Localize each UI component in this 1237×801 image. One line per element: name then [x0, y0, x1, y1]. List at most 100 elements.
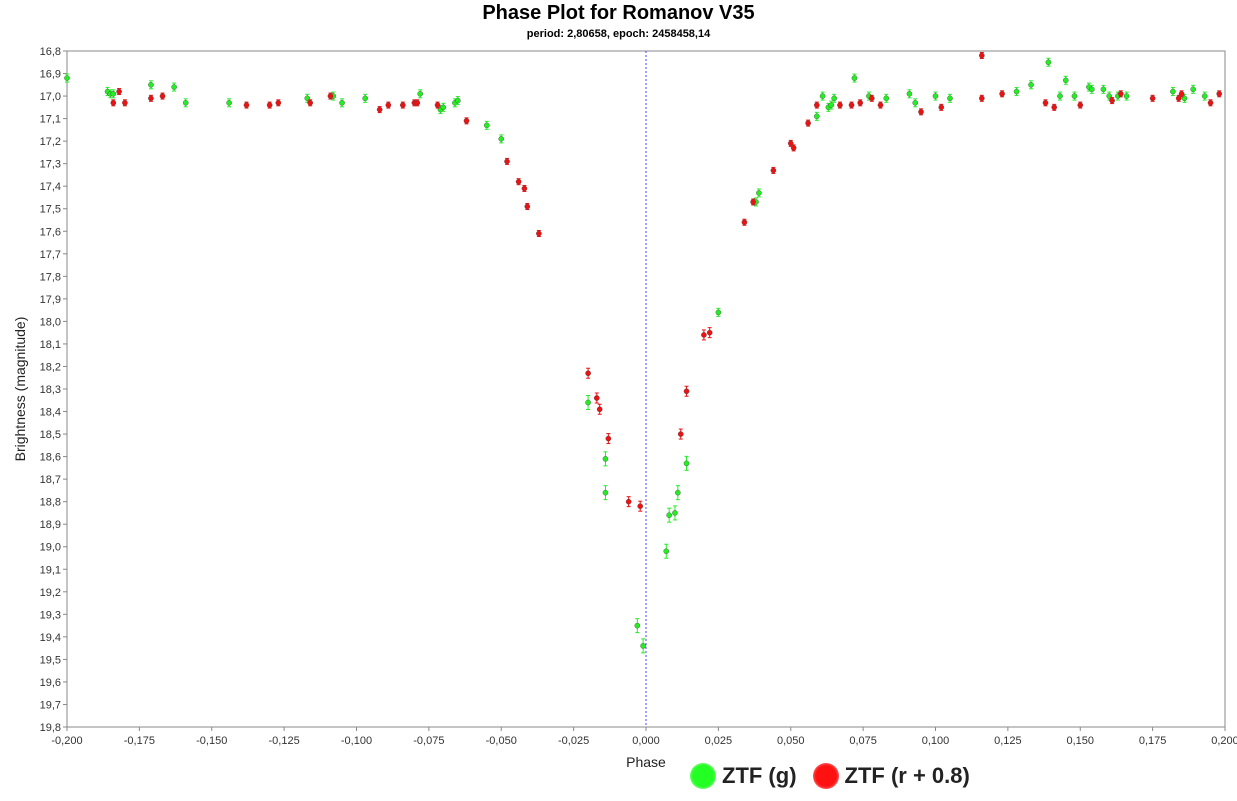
data-point [148, 95, 154, 102]
data-point [979, 95, 985, 102]
data-point [634, 622, 641, 629]
data-point [1057, 93, 1063, 99]
data-point [814, 113, 820, 120]
data-point [171, 84, 177, 90]
x-tick-label: 0,150 [1066, 735, 1094, 747]
data-point [182, 100, 189, 106]
legend-red-dot-icon [812, 763, 839, 789]
data-point [64, 75, 70, 81]
data-point [1077, 102, 1084, 108]
data-point [536, 230, 542, 237]
chart-subtitle: period: 2,80658, epoch: 2458458,14 [526, 28, 711, 40]
data-point [1089, 86, 1095, 93]
y-tick-label: 19,5 [40, 654, 61, 666]
data-point [1013, 88, 1020, 95]
x-tick-label: 0,175 [1139, 735, 1167, 747]
y-tick-label: 18,6 [40, 452, 61, 464]
data-point [524, 203, 531, 210]
y-tick-label: 18,9 [40, 519, 61, 531]
y-tick-label: 17,4 [40, 181, 61, 193]
data-point [666, 512, 672, 518]
y-tick-label: 18,1 [40, 339, 61, 351]
legend: ZTF (g) ZTF (r + 0.8) [690, 760, 978, 792]
data-point [226, 100, 232, 106]
data-point [1207, 100, 1214, 106]
data-point [683, 388, 690, 395]
data-point [585, 370, 591, 377]
y-tick-label: 17,8 [40, 271, 61, 283]
data-point [483, 122, 490, 129]
data-point [122, 100, 128, 106]
data-point [275, 100, 282, 106]
x-tick-label: -0,200 [51, 735, 82, 747]
data-point [1071, 93, 1078, 99]
y-tick-label: 18,7 [40, 474, 61, 486]
data-point [1051, 104, 1057, 111]
data-point [602, 489, 609, 496]
data-point [417, 91, 423, 97]
y-tick-label: 19,8 [40, 722, 61, 734]
data-point [877, 102, 884, 108]
data-point [521, 185, 528, 192]
data-point [1109, 97, 1115, 104]
y-tick-label: 17,7 [40, 249, 61, 261]
legend-green-dot-icon [690, 763, 716, 789]
data-point [932, 93, 939, 99]
data-point [327, 93, 334, 99]
x-tick-label: -0,175 [124, 735, 155, 747]
y-tick-label: 17,2 [40, 136, 61, 148]
data-point [307, 100, 313, 106]
data-point [906, 91, 913, 97]
x-tick-label: -0,100 [341, 735, 372, 747]
y-tick-label: 17,6 [40, 226, 61, 238]
data-point [912, 100, 919, 106]
y-tick-label: 18,2 [40, 361, 61, 373]
data-point [159, 93, 166, 99]
data-point [385, 102, 392, 108]
x-tick-label: -0,025 [558, 735, 589, 747]
y-tick-label: 19,3 [40, 609, 61, 621]
x-tick-label: 0,125 [994, 735, 1022, 747]
data-point [148, 82, 154, 88]
data-point [455, 97, 461, 104]
y-tick-label: 18,8 [40, 497, 61, 509]
y-axis-label: Brightness (magnitude) [12, 317, 28, 462]
x-tick-label: -0,075 [413, 735, 444, 747]
y-tick-label: 19,1 [40, 564, 61, 576]
data-point [701, 332, 707, 338]
data-point [1170, 88, 1176, 95]
data-point [596, 406, 603, 413]
x-tick-label: 0,100 [922, 735, 950, 747]
data-point [857, 100, 864, 106]
data-point [938, 104, 945, 111]
data-point [266, 102, 273, 108]
legend-label-r: ZTF (r + 0.8) [844, 763, 970, 788]
data-point [848, 102, 855, 108]
data-point [831, 95, 837, 102]
data-point [1117, 91, 1124, 97]
data-point [1062, 77, 1069, 84]
data-point [814, 102, 820, 108]
y-tick-label: 17,9 [40, 294, 61, 306]
x-tick-label: 0,050 [777, 735, 805, 747]
legend-item-r: ZTF (r + 0.8) [812, 763, 978, 789]
x-tick-label: 0,025 [705, 735, 733, 747]
data-point [869, 95, 875, 102]
y-tick-label: 17,5 [40, 204, 61, 216]
data-point [362, 95, 368, 102]
y-tick-label: 19,4 [40, 632, 61, 644]
series-r [110, 52, 1223, 512]
data-point [1042, 100, 1049, 106]
chart-title: Phase Plot for Romanov V35 [482, 2, 755, 24]
data-point [979, 52, 985, 59]
data-point [625, 498, 632, 505]
data-point [750, 199, 756, 205]
data-point [715, 309, 722, 316]
data-point [683, 460, 690, 467]
y-tick-label: 19,6 [40, 677, 61, 689]
data-point [819, 93, 826, 99]
data-point [440, 104, 447, 111]
data-point [110, 91, 117, 97]
data-point [110, 100, 117, 106]
data-point [918, 109, 924, 115]
